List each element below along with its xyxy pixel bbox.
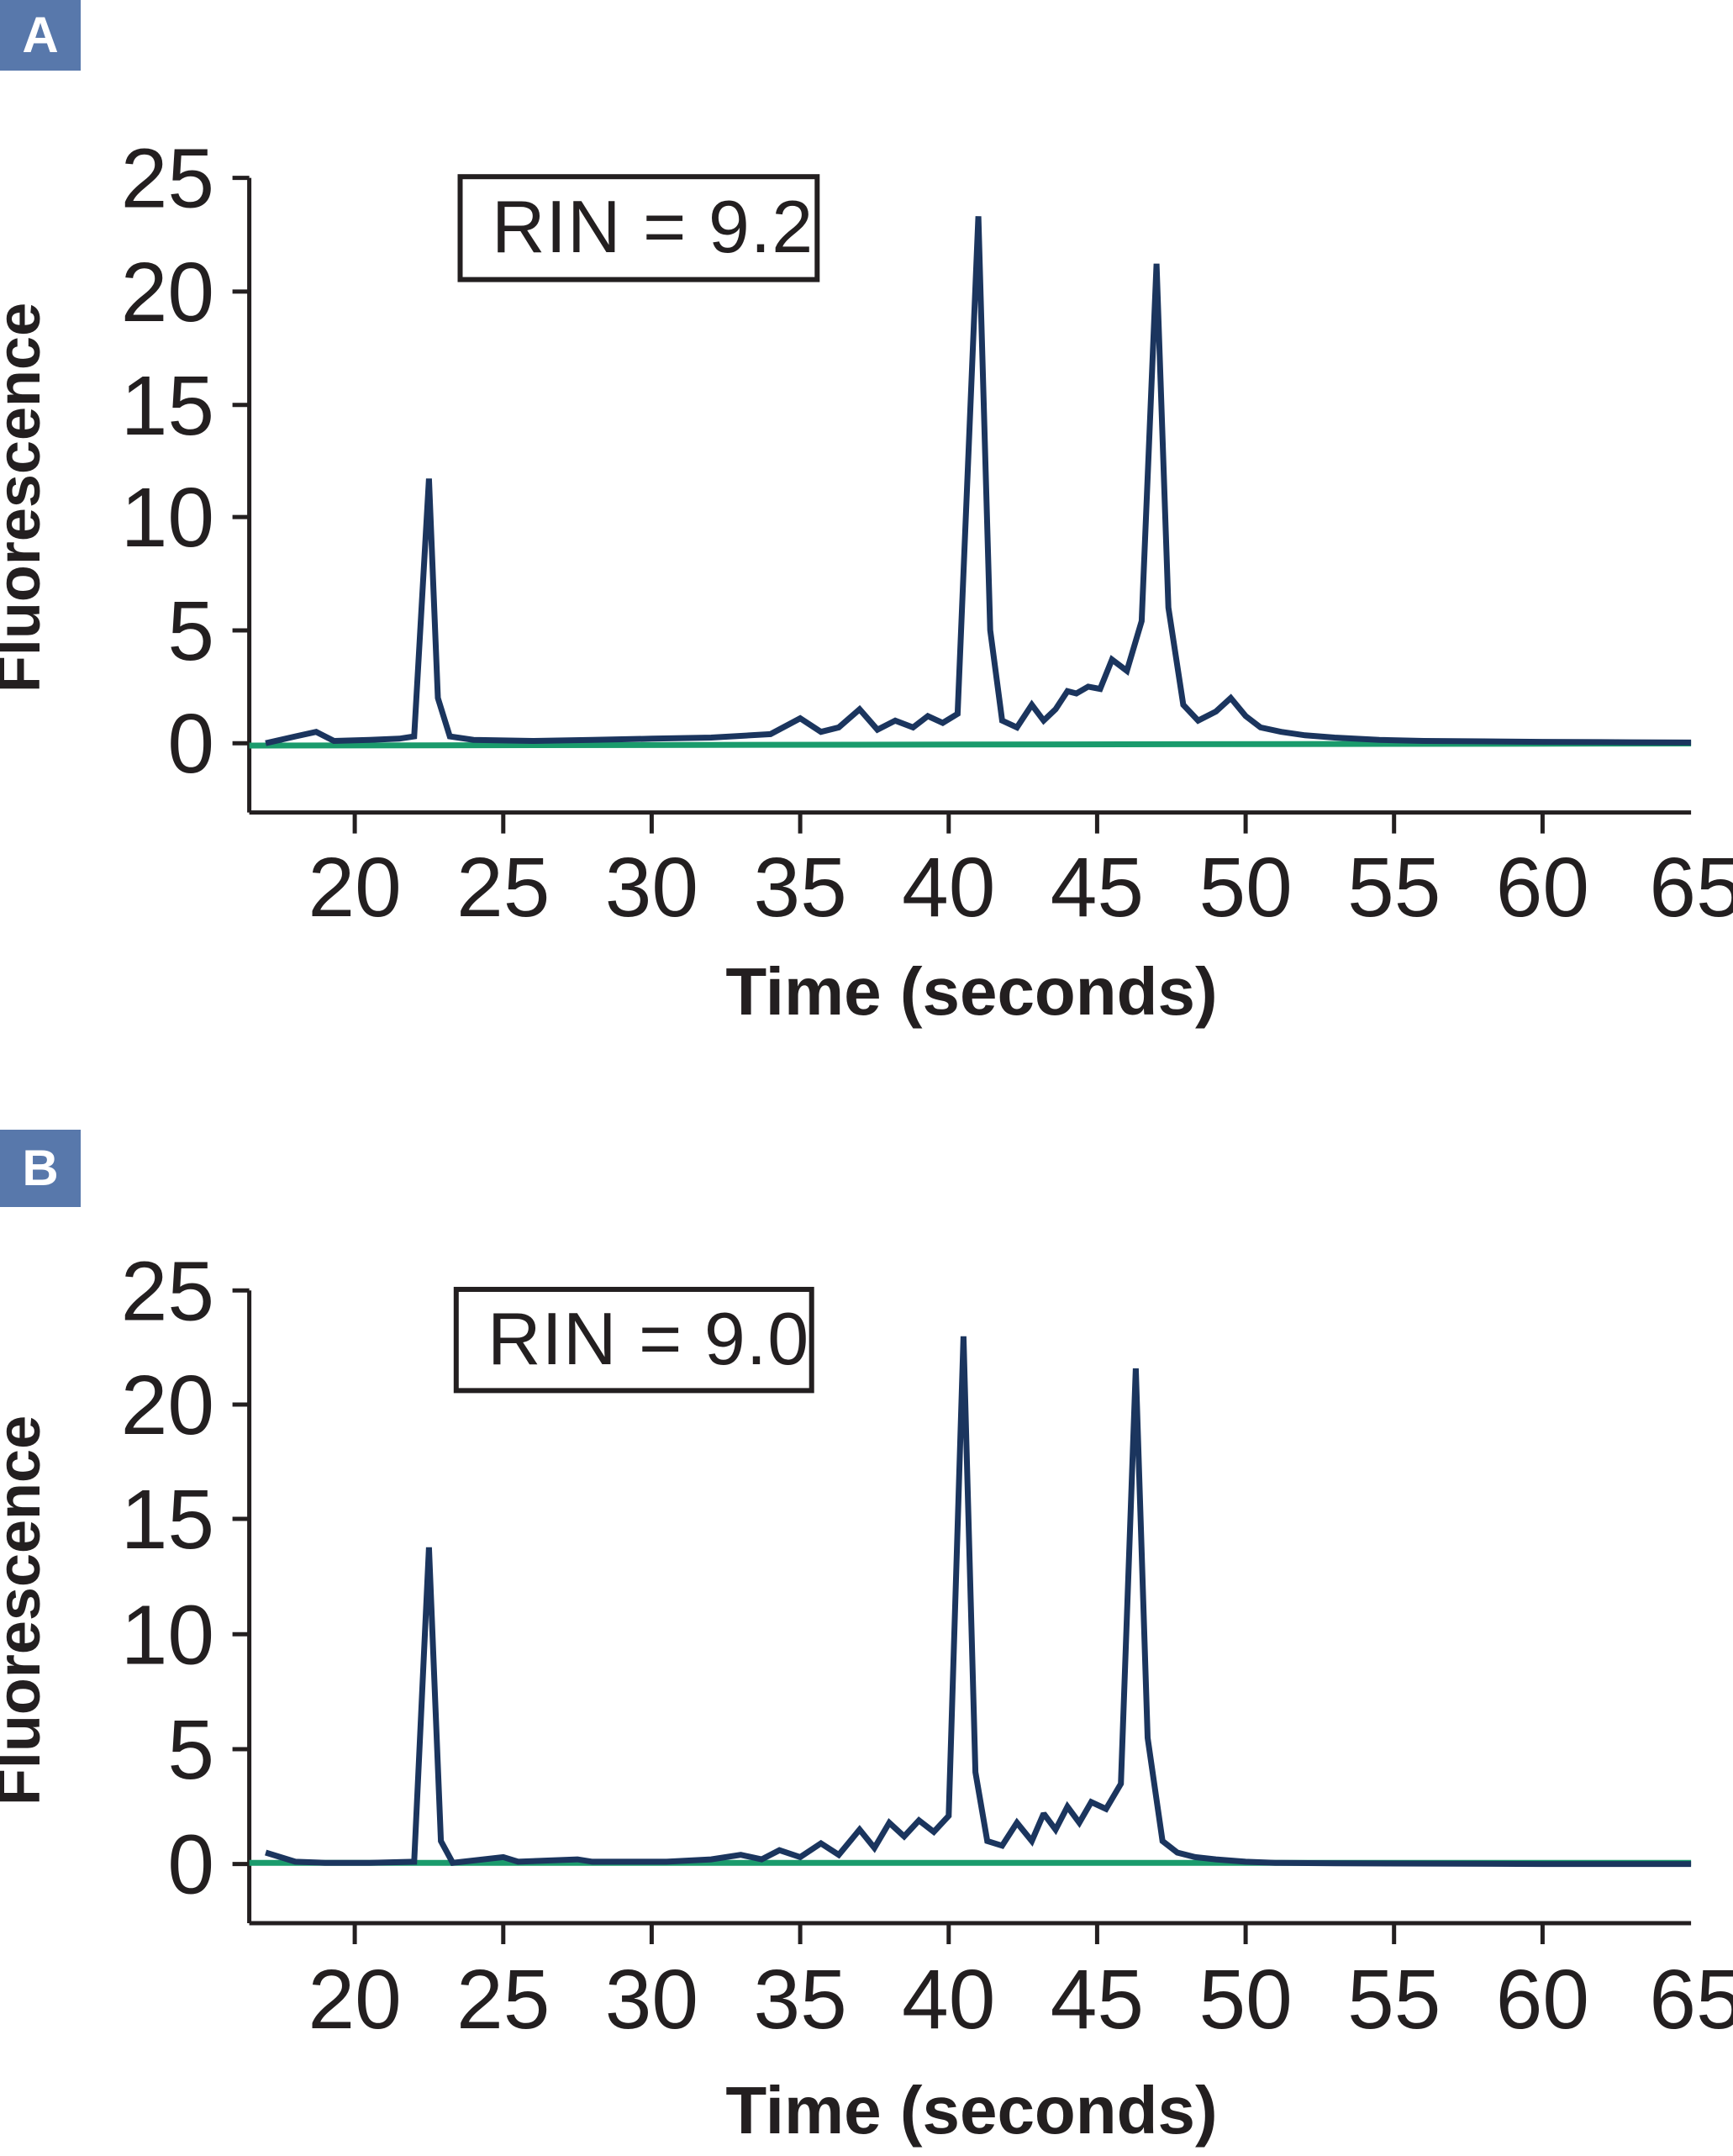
svg-text:15: 15 — [121, 1473, 214, 1567]
svg-text:RIN = 9.2: RIN = 9.2 — [492, 185, 814, 268]
svg-text:20: 20 — [308, 841, 401, 935]
svg-text:25: 25 — [456, 841, 550, 935]
svg-text:40: 40 — [902, 1953, 995, 2047]
svg-text:25: 25 — [121, 1244, 214, 1338]
svg-text:45: 45 — [1051, 1953, 1144, 2047]
svg-text:30: 30 — [605, 1953, 698, 2047]
svg-text:25: 25 — [121, 132, 214, 226]
svg-text:60: 60 — [1496, 1953, 1589, 2047]
svg-text:50: 50 — [1198, 1953, 1292, 2047]
svg-text:65: 65 — [1649, 841, 1733, 935]
svg-text:10: 10 — [121, 1588, 214, 1682]
svg-text:20: 20 — [121, 1358, 214, 1452]
svg-text:Time (seconds): Time (seconds) — [725, 954, 1217, 1029]
svg-text:50: 50 — [1198, 841, 1292, 935]
svg-text:25: 25 — [456, 1953, 550, 2047]
svg-text:65: 65 — [1649, 1953, 1733, 2047]
svg-text:45: 45 — [1051, 841, 1144, 935]
svg-text:Time (seconds): Time (seconds) — [725, 2073, 1217, 2148]
svg-text:20: 20 — [308, 1953, 401, 2047]
svg-text:15: 15 — [121, 359, 214, 453]
svg-text:10: 10 — [121, 471, 214, 565]
svg-text:55: 55 — [1347, 1953, 1441, 2047]
svg-text:0: 0 — [167, 1818, 214, 1912]
svg-text:Fluorescence: Fluorescence — [0, 303, 53, 693]
svg-text:35: 35 — [753, 1953, 846, 2047]
svg-text:35: 35 — [753, 841, 846, 935]
svg-text:55: 55 — [1347, 841, 1441, 935]
svg-text:60: 60 — [1496, 841, 1589, 935]
svg-text:RIN = 9.0: RIN = 9.0 — [487, 1297, 809, 1380]
svg-text:Fluorescence: Fluorescence — [0, 1415, 53, 1805]
svg-text:5: 5 — [167, 584, 214, 678]
svg-text:0: 0 — [167, 697, 214, 791]
svg-text:30: 30 — [605, 841, 698, 935]
svg-text:20: 20 — [121, 245, 214, 340]
svg-text:40: 40 — [902, 841, 995, 935]
svg-text:5: 5 — [167, 1703, 214, 1797]
